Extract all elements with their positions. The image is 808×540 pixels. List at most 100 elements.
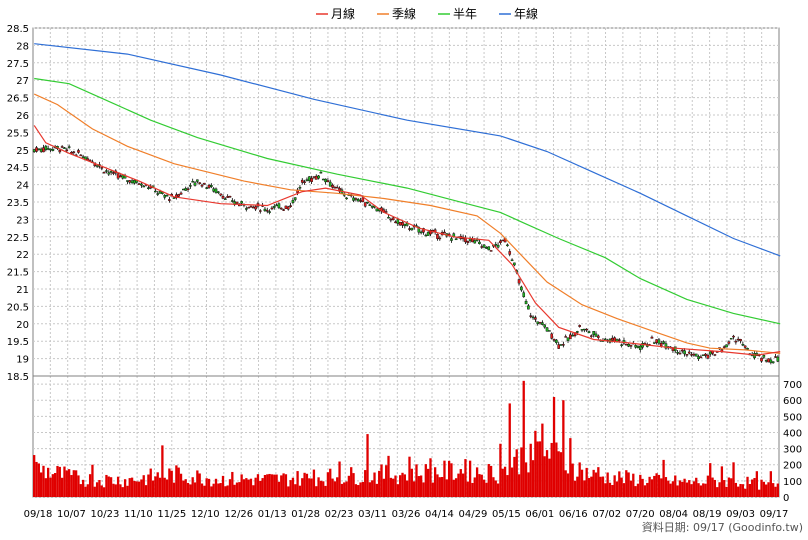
candle-body <box>326 180 330 182</box>
volume-bar <box>709 463 712 497</box>
volume-bar <box>305 473 309 497</box>
volume-bar <box>720 466 724 497</box>
ma-season-line <box>33 93 781 354</box>
volume-bar <box>576 476 579 497</box>
volume-bar <box>492 477 495 497</box>
candle-body <box>634 345 637 348</box>
candle-body <box>112 172 115 174</box>
volume-bar <box>217 483 220 497</box>
candle-body <box>494 243 498 246</box>
volume-bar <box>758 489 761 497</box>
volume-bar <box>692 481 696 497</box>
volume-bar <box>508 403 511 497</box>
volume-bar <box>95 482 99 497</box>
volume-bar <box>322 481 325 497</box>
candle-body <box>265 210 269 212</box>
x-axis: 09/18 10/07 10/23 11/10 11/25 12/10 12/26 01/13… <box>24 509 789 520</box>
volume-bar <box>331 478 334 497</box>
volume-bar <box>594 472 598 497</box>
volume-bar <box>47 467 50 497</box>
candle-body <box>655 339 658 343</box>
volume-bar <box>538 441 542 497</box>
x-tick-label: 03/11 <box>358 509 387 520</box>
volume-bar <box>413 481 416 497</box>
price-tick-label: 25.5 <box>7 128 29 139</box>
candle-body <box>51 149 55 151</box>
candle-body <box>307 176 311 181</box>
candle-body <box>291 200 295 203</box>
candle-body <box>305 179 309 181</box>
volume-bar <box>347 475 351 497</box>
volume-bar <box>620 477 623 497</box>
volume-bar <box>144 485 148 497</box>
candle-body <box>580 329 584 331</box>
volume-bar <box>618 471 621 497</box>
candle-body <box>196 179 199 182</box>
volume-bar <box>294 484 297 497</box>
volume-bar <box>522 380 525 497</box>
candle-body <box>140 183 143 186</box>
candle-body <box>224 198 227 200</box>
volume-bar <box>676 485 679 497</box>
price-tick-label: 25 <box>16 146 29 157</box>
candle-body <box>270 207 274 210</box>
candle-body <box>303 181 306 183</box>
volume-bar <box>431 482 434 497</box>
volume-bar <box>653 475 656 497</box>
volume-bar <box>128 478 131 497</box>
candle-body <box>562 344 565 346</box>
volume-bar <box>329 468 332 497</box>
volume-tick-label: 500 <box>783 412 802 423</box>
candle-body <box>692 353 696 356</box>
volume-bar <box>648 476 651 497</box>
volume-bar <box>193 482 197 497</box>
candle-body <box>172 197 176 199</box>
candle-body <box>687 351 691 354</box>
volume-bar <box>44 478 47 497</box>
volume-bar <box>226 485 229 497</box>
volume-bar <box>93 486 96 497</box>
volume-bar <box>254 477 257 497</box>
candle-body <box>361 197 365 202</box>
candle-body <box>422 228 425 233</box>
volume-bar <box>33 455 36 497</box>
candle-body <box>387 216 390 219</box>
volume-bar <box>308 478 311 497</box>
x-tick-label: 08/19 <box>693 509 722 520</box>
candle-body <box>611 337 614 341</box>
candle-body <box>627 343 630 347</box>
volume-bar <box>662 459 665 497</box>
volume-bar <box>149 468 152 497</box>
candle-body <box>746 348 749 350</box>
volume-bar <box>373 472 376 497</box>
candle-body <box>543 324 547 328</box>
candle-body <box>764 360 768 362</box>
volume-bar <box>426 468 430 497</box>
volume-bar <box>489 465 493 497</box>
price-panel: 18.5 19 19.5 20 20.5 21 21.5 22 22.5 23 23.5 24 24.5… <box>7 24 781 497</box>
volume-bar <box>422 482 425 497</box>
volume-panel: 0 100 200 300 400 500 600 700 <box>32 375 802 504</box>
candle-body <box>49 148 52 151</box>
candle-body <box>557 344 560 349</box>
candle-body <box>583 328 586 331</box>
candle-body <box>534 317 537 320</box>
candle-body <box>142 185 146 188</box>
candle-body <box>268 211 271 213</box>
candle-body <box>590 335 593 337</box>
volume-bar <box>443 460 446 497</box>
volume-bar <box>471 482 474 497</box>
candle-body <box>620 344 623 346</box>
volume-bar <box>112 483 115 497</box>
candle-body <box>398 222 402 226</box>
x-tick-label: 07/20 <box>626 509 655 520</box>
volume-bar <box>524 462 528 497</box>
candle-body <box>466 241 470 243</box>
volume-bar <box>774 486 777 497</box>
volume-bar <box>35 461 38 497</box>
candle-body <box>760 357 763 362</box>
volume-bar <box>685 482 689 497</box>
x-tick-label: 09/18 <box>24 509 53 520</box>
volume-bar <box>683 478 686 497</box>
volume-bar <box>196 470 199 497</box>
